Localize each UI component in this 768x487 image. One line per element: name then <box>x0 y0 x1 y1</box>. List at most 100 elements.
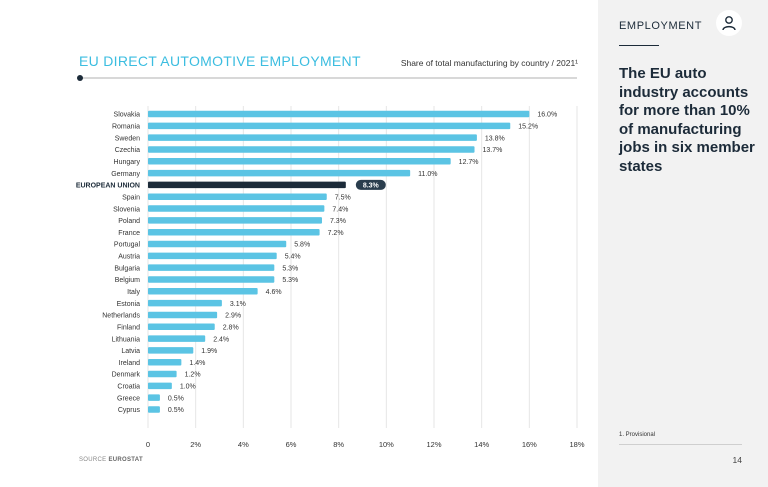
category-label: Slovakia <box>114 112 141 119</box>
headline: The EU auto industry accounts for more t… <box>619 65 755 175</box>
bar-chart: 0 2% 4% 6% 8% 10% 12% 14% 16% 18% Slovakia 16.0% Rom… <box>76 106 585 449</box>
data-label: 1.4% <box>189 360 205 367</box>
data-label: 5.3% <box>282 265 298 272</box>
data-label: 7.4% <box>332 206 348 213</box>
category-label: Poland <box>118 218 140 225</box>
data-label: 12.7% <box>459 159 479 166</box>
category-label: Slovenia <box>113 206 140 213</box>
bar <box>148 406 160 413</box>
data-label: 1.0% <box>180 384 196 391</box>
data-label: 5.3% <box>282 277 298 284</box>
divider-dot <box>77 75 83 81</box>
category-label: Spain <box>122 194 140 201</box>
category-label: Belgium <box>115 277 140 284</box>
data-label: 2.4% <box>213 336 229 343</box>
title-divider <box>79 77 577 79</box>
page-number: 14 <box>732 455 742 465</box>
category-label: Romania <box>112 124 140 131</box>
category-label: EUROPEAN UNION <box>76 183 140 190</box>
chart-title: EU DIRECT AUTOMOTIVE EMPLOYMENT <box>79 53 361 69</box>
footnote-divider <box>619 444 742 445</box>
category-label: France <box>118 230 140 237</box>
data-label: 5.8% <box>294 242 310 249</box>
x-tick-label: 12% <box>426 440 441 449</box>
bar <box>148 122 511 130</box>
bar <box>148 394 160 401</box>
category-label: Hungary <box>114 159 141 166</box>
sidebar: EMPLOYMENT The EU auto industry accounts… <box>598 0 768 487</box>
data-label: 2.8% <box>223 324 239 331</box>
data-label: 2.9% <box>225 313 241 320</box>
source-note: SOURCE EUROSTAT <box>79 457 143 463</box>
source-name: EUROSTAT <box>108 457 143 463</box>
category-label: Sweden <box>115 135 140 142</box>
x-tick-label: 0 <box>146 440 150 449</box>
data-label: 11.0% <box>418 171 437 178</box>
data-label: 3.1% <box>230 301 246 308</box>
bar <box>148 335 206 342</box>
category-label: Finland <box>117 324 140 331</box>
bar <box>148 134 477 141</box>
data-label: 1.2% <box>185 372 201 379</box>
bar <box>148 193 327 200</box>
bar <box>148 323 215 331</box>
bar <box>148 358 182 366</box>
bar <box>148 169 411 177</box>
category-label: Latvia <box>121 348 140 355</box>
data-label: 5.4% <box>285 254 301 261</box>
category-label: Austria <box>118 254 140 261</box>
value-badge <box>355 179 386 190</box>
bar <box>148 288 258 295</box>
bar <box>148 217 322 224</box>
data-label: 7.3% <box>330 218 346 225</box>
x-tick-label: 4% <box>238 440 249 449</box>
category-label: Croatia <box>117 384 140 391</box>
chart-panel: EU DIRECT AUTOMOTIVE EMPLOYMENT Share of… <box>76 53 585 463</box>
data-label: 4.6% <box>266 289 282 296</box>
bar <box>148 311 218 319</box>
user-icon[interactable] <box>716 10 742 36</box>
x-tick-label: 6% <box>286 440 297 449</box>
data-label: 8.3% <box>363 183 380 190</box>
user-icon-glyph <box>722 16 736 31</box>
category-label: Netherlands <box>102 313 140 320</box>
bar <box>148 347 194 354</box>
data-label: 1.9% <box>201 348 217 355</box>
bar <box>148 205 325 212</box>
data-label: 7.2% <box>328 230 344 237</box>
category-label: Czechia <box>115 147 140 154</box>
x-tick-label: 16% <box>522 440 537 449</box>
data-label: 0.5% <box>168 407 184 414</box>
category-label: Lithuania <box>112 336 141 343</box>
section-divider <box>619 45 659 46</box>
data-label: 0.5% <box>168 395 184 402</box>
bar <box>148 240 287 248</box>
x-tick-label: 8% <box>333 440 344 449</box>
x-tick-label: 10% <box>379 440 394 449</box>
bar <box>148 158 451 165</box>
data-label: 15.2% <box>518 124 538 131</box>
category-label: Bulgaria <box>114 265 140 272</box>
data-label: 7.5% <box>335 194 351 201</box>
category-label: Denmark <box>112 372 141 379</box>
category-label: Italy <box>127 289 140 296</box>
section-label: EMPLOYMENT <box>619 20 703 32</box>
x-tick-label: 18% <box>569 440 584 449</box>
bar <box>148 110 530 118</box>
source-label: SOURCE <box>79 457 107 463</box>
data-label: 13.7% <box>483 147 503 154</box>
bar <box>148 264 275 271</box>
bar <box>148 228 320 236</box>
data-label: 16.0% <box>537 112 557 119</box>
bar <box>148 276 275 283</box>
category-label: Cyprus <box>118 407 141 414</box>
chart-subtitle: Share of total manufacturing by country … <box>400 58 578 68</box>
data-label: 13.8% <box>485 135 505 142</box>
bar <box>148 252 277 260</box>
category-label: Estonia <box>117 301 140 308</box>
footnote: 1. Provisional <box>619 432 656 438</box>
category-label: Germany <box>111 171 140 178</box>
bar <box>148 299 222 307</box>
x-tick-label: 2% <box>190 440 201 449</box>
highlight-bar <box>148 181 346 189</box>
